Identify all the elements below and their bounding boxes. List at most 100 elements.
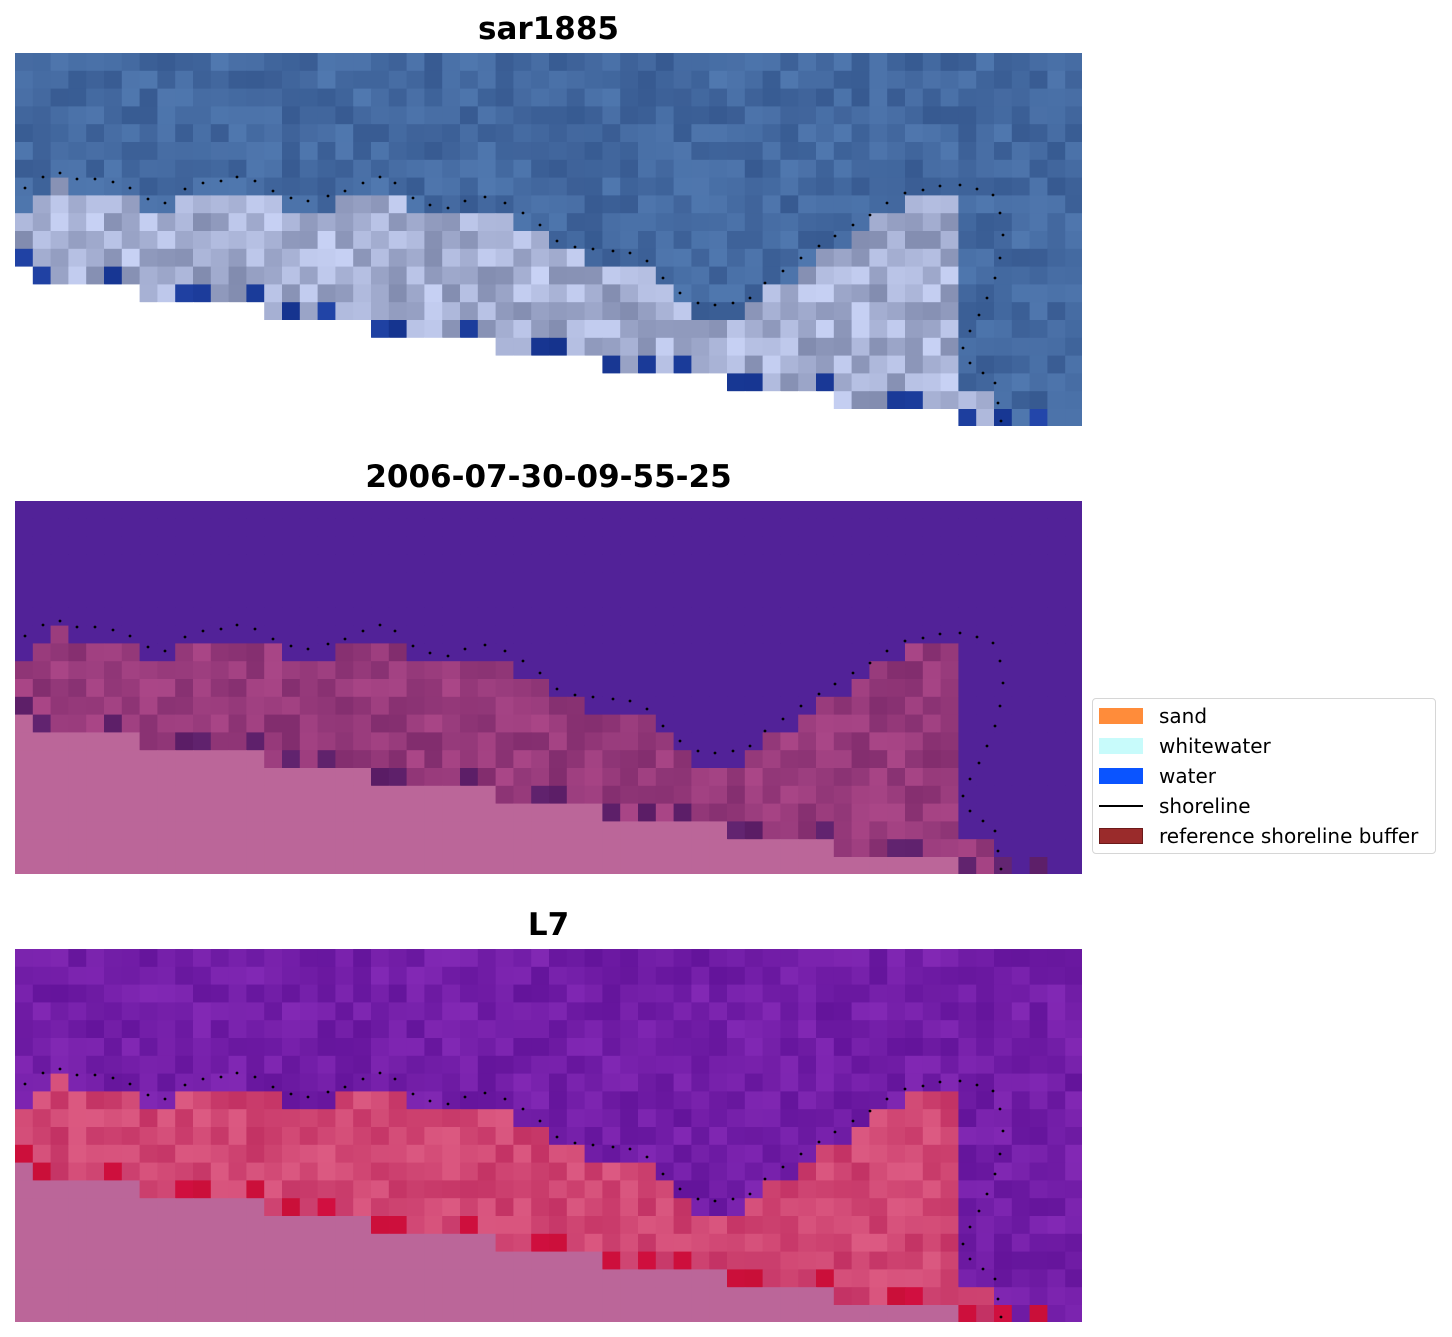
raster-cell [193,1038,212,1057]
raster-cell [638,266,657,285]
raster-cell [780,768,799,787]
raster-cell [424,1091,443,1110]
raster-cell [549,302,568,321]
raster-cell [388,284,408,303]
raster-cell [210,607,230,627]
raster-cell [620,732,639,751]
raster-cell [460,590,479,609]
raster-cell [424,803,443,822]
raster-cell [104,554,123,573]
raster-cell [210,53,230,72]
raster-cell [549,785,568,805]
raster-cell [709,391,728,410]
raster-cell [157,643,176,662]
raster-cell [940,1073,959,1092]
raster-cell [388,803,408,822]
raster-cell [798,284,817,303]
raster-cell [584,124,603,143]
raster-cell [1047,142,1066,161]
raster-cell [282,177,301,196]
raster-cell [353,355,372,374]
raster-cell [744,159,764,179]
raster-cell [371,88,390,107]
raster-cell [477,785,497,805]
raster-cell [1011,1127,1031,1146]
raster-cell [495,1127,514,1146]
raster-cell [68,1127,87,1146]
raster-cell [353,1233,372,1253]
raster-cell [655,839,675,858]
raster-cell [976,572,995,591]
raster-cell [887,1216,906,1235]
raster-cell [121,213,141,232]
raster-cell [104,159,123,179]
raster-cell [406,124,425,143]
raster-cell [798,661,817,680]
raster-cell [869,1162,888,1181]
raster-cell [994,1162,1013,1181]
raster-cell [922,266,942,285]
raster-cell [709,159,728,179]
raster-cell [246,821,265,840]
raster-cell [673,1109,692,1128]
raster-cell [388,88,408,107]
raster-cell [1065,1127,1082,1146]
raster-cell [264,142,283,161]
raster-cell [638,536,657,555]
raster-cell [157,1305,176,1322]
raster-cell [1011,355,1031,374]
raster-cell [406,231,425,250]
raster-cell [1029,106,1048,125]
raster-cell [371,768,390,787]
raster-cell [50,70,69,90]
raster-cell [940,1180,959,1199]
raster-cell [104,1269,123,1288]
raster-cell [584,590,603,609]
raster-cell [139,750,158,769]
raster-cell [940,1251,959,1270]
raster-cell [531,821,550,840]
raster-cell [531,1144,550,1164]
raster-cell [15,1305,34,1322]
raster-cell [210,821,230,840]
raster-cell [655,266,675,285]
raster-cell [638,1144,657,1164]
raster-cell [157,302,176,321]
raster-cell [994,1144,1013,1164]
raster-cell [353,1198,372,1217]
raster-cell [869,590,888,609]
raster-cell [780,1305,799,1322]
raster-cell [780,1055,799,1075]
raster-cell [1047,1287,1066,1306]
raster-cell [121,821,141,840]
raster-cell [905,1055,924,1075]
raster-cell [15,501,34,520]
raster-cell [976,177,995,196]
raster-cell [620,195,639,214]
raster-cell [727,714,746,733]
raster-cell [406,320,425,339]
raster-cell [513,266,532,285]
raster-cell [15,949,34,968]
raster-cell [620,679,639,698]
raster-cell [744,1198,764,1217]
raster-cell [531,857,550,874]
raster-cell [1047,984,1066,1003]
raster-cell [460,1287,479,1306]
raster-cell [1011,391,1031,410]
raster-cell [905,159,924,179]
raster-cell [833,1216,853,1235]
raster-cell [1011,768,1031,787]
raster-cell [388,373,408,392]
raster-cell [922,821,942,840]
raster-cell [15,1055,34,1075]
raster-cell [442,213,461,232]
raster-cell [50,714,69,733]
raster-cell [940,1038,959,1057]
rgb-image [15,53,1082,426]
raster-cell [869,177,888,196]
raster-cell [246,1109,265,1128]
raster-cell [121,1251,141,1270]
raster-cell [851,302,870,321]
raster-cell [638,106,657,125]
